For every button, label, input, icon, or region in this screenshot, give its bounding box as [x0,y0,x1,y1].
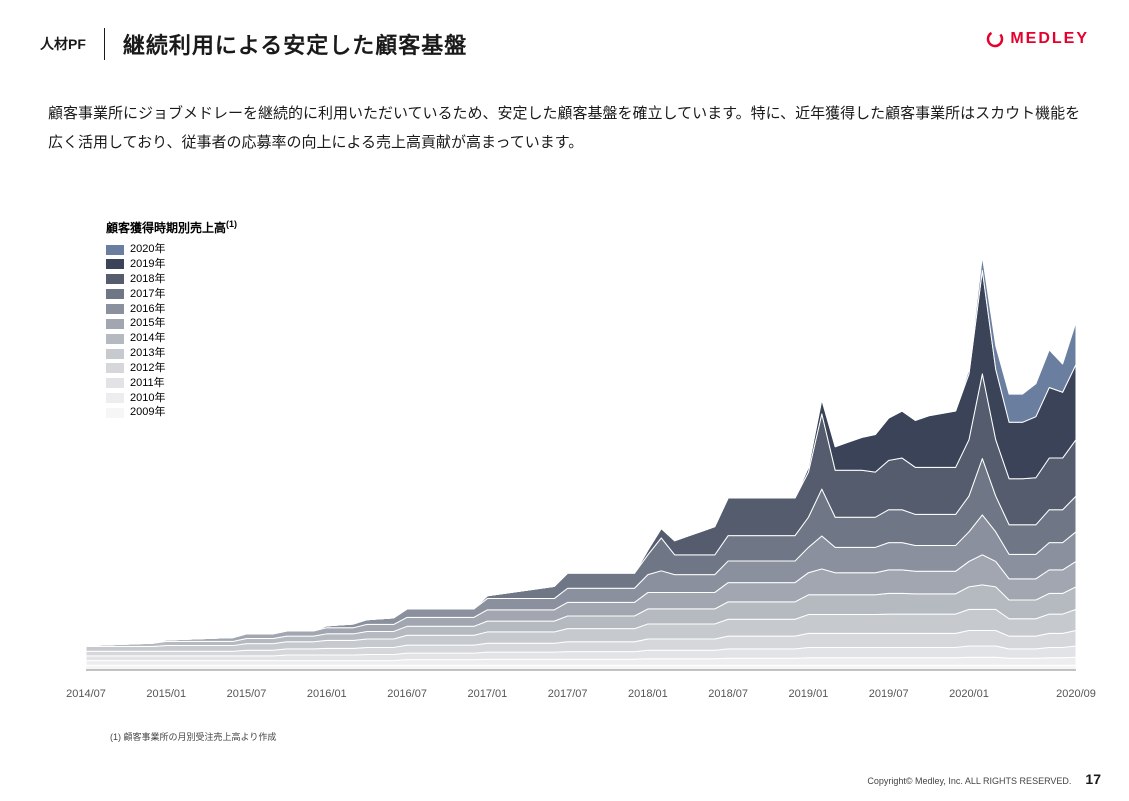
x-tick-label: 2019/07 [869,688,909,700]
legend-item: 2010年 [106,391,237,406]
legend-label: 2009年 [130,405,165,420]
legend-swatch [106,378,124,388]
legend-label: 2014年 [130,331,165,346]
legend-swatch [106,349,124,359]
x-tick-label: 2015/07 [227,688,267,700]
body-paragraph: 顧客事業所にジョブメドレーを継続的に利用いただいているため、安定した顧客基盤を確… [0,60,1129,157]
page-number: 17 [1085,771,1101,787]
x-tick-label: 2017/07 [548,688,588,700]
legend-label: 2016年 [130,302,165,317]
legend-item: 2019年 [106,257,237,272]
legend-label: 2012年 [130,361,165,376]
legend-swatch [106,408,124,418]
legend-label: 2015年 [130,316,165,331]
x-tick-label: 2016/07 [387,688,427,700]
header-divider [104,28,105,60]
legend-swatch [106,259,124,269]
x-tick-label: 2020/01 [949,688,989,700]
legend-item: 2011年 [106,376,237,391]
x-tick-label: 2019/01 [789,688,829,700]
legend-swatch [106,304,124,314]
x-tick-label: 2015/01 [146,688,186,700]
legend-title: 顧客獲得時期別売上高(1) [106,218,237,236]
copyright: Copyright© Medley, Inc. ALL RIGHTS RESER… [867,776,1071,786]
x-tick-label: 2017/01 [467,688,507,700]
chart-legend: 顧客獲得時期別売上高(1) 2020年2019年2018年2017年2016年2… [106,218,237,420]
legend-swatch [106,274,124,284]
legend-item: 2009年 [106,405,237,420]
legend-label: 2020年 [130,242,165,257]
legend-label: 2010年 [130,391,165,406]
legend-swatch [106,245,124,255]
legend-item: 2012年 [106,361,237,376]
legend-item: 2018年 [106,272,237,287]
legend-swatch [106,393,124,403]
footnote: (1) 顧客事業所の月別受注売上高より作成 [110,730,276,743]
legend-swatch [106,363,124,373]
legend-label: 2018年 [130,272,165,287]
chart-container: 顧客獲得時期別売上高(1) 2020年2019年2018年2017年2016年2… [86,200,1076,710]
category-label: 人材PF [40,34,104,54]
legend-swatch [106,319,124,329]
legend-label: 2011年 [130,376,165,391]
legend-swatch [106,334,124,344]
legend-label: 2013年 [130,346,165,361]
legend-item: 2016年 [106,302,237,317]
x-tick-label: 2016/01 [307,688,347,700]
legend-swatch [106,289,124,299]
legend-item: 2017年 [106,287,237,302]
legend-item: 2014年 [106,331,237,346]
logo-ring-icon [986,30,1004,48]
brand-logo: MEDLEY [986,30,1089,48]
x-axis-ticks: 2014/072015/012015/072016/012016/072017/… [86,688,1076,708]
footer: Copyright© Medley, Inc. ALL RIGHTS RESER… [867,771,1101,787]
legend-label: 2017年 [130,287,165,302]
legend-item: 2015年 [106,316,237,331]
page-title: 継続利用による安定した顧客基盤 [123,28,467,60]
legend-item: 2020年 [106,242,237,257]
legend-label: 2019年 [130,257,165,272]
logo-text: MEDLEY [1010,30,1089,48]
x-tick-label: 2014/07 [66,688,106,700]
legend-item: 2013年 [106,346,237,361]
x-tick-label: 2018/07 [708,688,748,700]
x-tick-label: 2018/01 [628,688,668,700]
x-tick-label: 2020/09 [1056,688,1096,700]
